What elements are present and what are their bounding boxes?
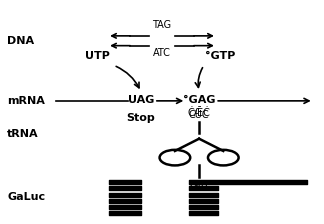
Text: CUC: CUC	[189, 110, 209, 120]
Text: °GTP: °GTP	[205, 51, 235, 61]
Text: TAG: TAG	[152, 20, 172, 30]
Text: tRNA: tRNA	[7, 129, 39, 139]
Text: °GAG: °GAG	[183, 95, 215, 105]
Text: Glu: Glu	[190, 181, 209, 191]
Text: UAG: UAG	[128, 95, 154, 105]
Text: DNA: DNA	[7, 36, 34, 46]
Text: UTP: UTP	[85, 51, 110, 61]
Text: mRNA: mRNA	[7, 96, 45, 106]
Text: Stop: Stop	[127, 113, 156, 123]
Text: ĊǢĊ: ĊǢĊ	[188, 108, 211, 118]
Text: ATC: ATC	[153, 48, 171, 58]
Text: GaLuc: GaLuc	[7, 192, 45, 202]
